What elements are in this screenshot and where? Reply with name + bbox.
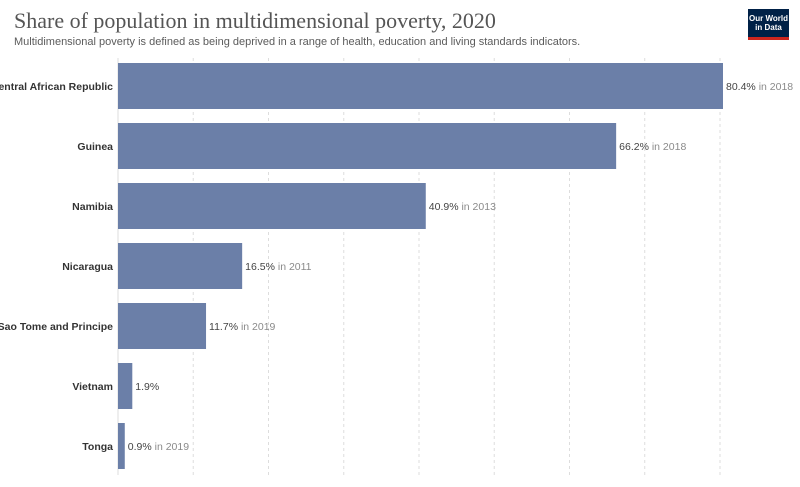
bar[interactable] [118,423,125,469]
chart-title: Share of population in multidimensional … [14,8,496,33]
data-label: 0.9% in 2019 [128,441,189,453]
category-label: Sao Tome and Principe [0,321,113,333]
data-label-year: in 2018 [756,81,794,93]
bar[interactable] [118,123,617,169]
category-label: Nicaragua [62,261,113,273]
data-label-year: in 2019 [238,321,276,333]
data-label: 40.9% in 2013 [429,201,496,213]
bar[interactable] [118,183,426,229]
bar[interactable] [118,63,723,109]
data-label-year: in 2019 [152,441,190,453]
logo-line-1: Our World [749,14,788,23]
owid-logo[interactable]: Our World in Data [748,9,789,40]
data-label: 1.9% [135,381,159,393]
data-label: 11.7% in 2019 [209,321,276,333]
category-label: Tonga [82,441,113,453]
data-label: 66.2% in 2018 [619,141,686,153]
bar[interactable] [118,303,207,349]
data-label: 16.5% in 2011 [245,261,312,273]
chart-subtitle: Multidimensional poverty is defined as b… [14,36,581,48]
category-label: Namibia [72,201,113,213]
data-label-year: in 2013 [459,201,497,213]
data-label-value: 0.9% [128,441,152,453]
category-label: Central African Republic [0,81,113,93]
data-label-value: 11.7% [209,321,238,333]
data-label-value: 66.2% [619,141,649,153]
logo-line-2: in Data [755,23,782,32]
data-label-year: in 2011 [275,261,312,273]
category-label: Guinea [77,141,113,153]
data-label-value: 1.9% [135,381,159,393]
data-label: 80.4% in 2018 [726,81,793,93]
category-label: Vietnam [72,381,113,393]
data-label-value: 40.9% [429,201,459,213]
bar[interactable] [118,243,243,289]
bar[interactable] [118,363,133,409]
data-label-year: in 2018 [649,141,687,153]
data-label-value: 80.4% [726,81,756,93]
data-label-value: 16.5% [245,261,275,273]
